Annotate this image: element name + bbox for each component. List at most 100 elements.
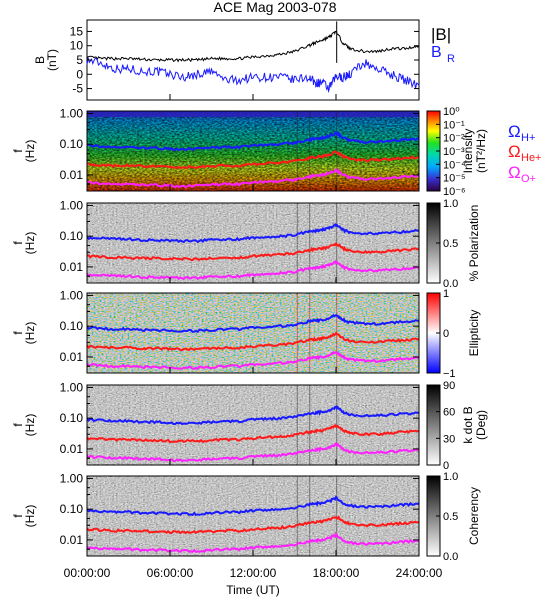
gyrofrequency-H-line — [87, 313, 419, 334]
y-tick-label: 0.01 — [60, 442, 84, 456]
gyrofrequency-O-line — [87, 350, 419, 370]
y-axis-label-line: (Hz) — [23, 322, 37, 345]
legend-omega-0: Ω — [508, 122, 521, 141]
y-tick-label: 1.00 — [60, 471, 84, 485]
gyrofrequency-He-line — [87, 423, 419, 444]
y-tick-label: 1.00 — [60, 288, 84, 302]
gyrofrequency-O-line — [87, 259, 419, 281]
y-tick-label: 1.00 — [60, 106, 84, 120]
x-tick-label: 00:00:00 — [64, 566, 111, 580]
y-axis-label-line: f — [11, 423, 25, 427]
series-bradial-line — [86, 57, 420, 94]
y-tick-label: 0.01 — [60, 533, 84, 547]
colorbar-tick-label: 0 — [443, 460, 449, 472]
y-axis-label: f(Hz) — [11, 140, 37, 163]
y-axis-label: f(Hz) — [11, 505, 37, 528]
spectrogram-image — [87, 293, 419, 373]
gyrofrequency-He-line — [87, 150, 419, 170]
colorbar-tick-label: 0.0 — [443, 551, 458, 563]
gyrofrequency-O-line — [87, 532, 419, 554]
colorbar-label: Ellipticity — [467, 310, 481, 357]
y-axis-label-line: f — [11, 149, 25, 153]
y-axis-label-line: f — [11, 514, 25, 518]
colorbar-tick-label: 10⁻⁵ — [443, 173, 466, 185]
y-axis-label: B(nT) — [33, 49, 59, 71]
colorbar-tick-label: 0 — [443, 328, 449, 340]
spectrogram-texture — [87, 203, 419, 283]
spectrogram-image — [87, 476, 419, 556]
colorbar-tick-label: 1.0 — [443, 471, 458, 483]
y-tick-label: 15 — [70, 24, 84, 38]
panel-spectrogram-3: 1.00 0.10 0.01 f(Hz) 1 0 −1 Ellipticity — [11, 288, 481, 380]
legend-omega-2: Ω — [508, 163, 521, 182]
spectrogram-texture — [87, 385, 419, 465]
y-tick-label: 0.01 — [60, 260, 84, 274]
panel-spectrogram-2: 1.00 0.10 0.01 f(Hz) 1.0 0.5 0.0 % Polarization — [11, 198, 481, 290]
legend-btotal: |B| — [431, 25, 451, 44]
colorbar-tick-label: 10⁻⁴ — [443, 159, 466, 171]
gyrofrequency-He-line — [87, 241, 419, 262]
spectrogram-band — [87, 111, 419, 117]
colorbar-tick-label: 60 — [443, 407, 455, 419]
spectrogram-texture — [87, 111, 419, 191]
colorbar-label-line: k dot B — [461, 406, 475, 443]
legend-bradial: B — [431, 44, 442, 61]
chart-title: ACE Mag 2003-078 — [214, 0, 337, 15]
y-tick-label: 0.10 — [60, 319, 84, 333]
plot-frame — [86, 19, 420, 101]
colorbar-tick-label: 0.0 — [443, 278, 458, 290]
gyrofrequency-He-line — [87, 515, 419, 535]
colorbar-tick-label: 10⁻³ — [443, 146, 465, 158]
x-tick-label: 24:00:00 — [396, 566, 443, 580]
y-axis-label-line: B — [33, 56, 47, 64]
colorbar-label-line: (Deg) — [474, 410, 488, 440]
y-axis-label: f(Hz) — [11, 232, 37, 255]
colorbar-tick-label: 1 — [443, 288, 449, 300]
x-tick-label: 06:00:00 — [147, 566, 194, 580]
y-axis-label-line: f — [11, 331, 25, 335]
gyrofrequency-O-line — [87, 442, 419, 463]
colorbar-tick-label: 10⁰ — [443, 106, 460, 118]
colorbar-tick-label: 10⁻¹ — [443, 119, 465, 131]
colorbar-tick-label: 0.5 — [443, 238, 458, 250]
gyrofrequency-H-line — [87, 130, 419, 152]
colorbar-tick-label: −1 — [443, 368, 456, 380]
gyrofrequency-H-line — [87, 222, 419, 244]
colorbar-label-line: (nT²/Hz) — [474, 129, 488, 173]
panel-spectrogram-4: 1.00 0.10 0.01 f(Hz) 90 60 30 0 k dot B(Deg) — [11, 380, 488, 472]
spectrogram-image — [87, 385, 419, 465]
colorbar — [426, 384, 441, 466]
y-axis-label-line: (Hz) — [23, 232, 37, 255]
colorbar-label-line: Coherency — [467, 487, 481, 545]
legend-omega-subscript: H+ — [521, 132, 535, 144]
colorbar-label: Coherency — [467, 487, 481, 545]
y-axis-label-line: (Hz) — [23, 414, 37, 437]
colorbar-tick-label: 0.5 — [443, 511, 458, 523]
gyrofrequency-H-line — [87, 405, 419, 426]
y-tick-label: 0 — [76, 67, 83, 81]
y-tick-label: 0.10 — [60, 411, 84, 425]
legend-omega-subscript: O+ — [521, 173, 536, 185]
spectrogram-image — [87, 111, 419, 191]
y-tick-label: -5 — [72, 82, 83, 96]
y-tick-label: 5 — [76, 53, 83, 67]
y-axis-label: f(Hz) — [11, 414, 37, 437]
x-tick-label: 18:00:00 — [313, 566, 360, 580]
gyrofrequency-H-line — [87, 495, 419, 517]
y-tick-label: 10 — [70, 39, 84, 53]
x-axis-label: Time (UT) — [226, 583, 280, 597]
y-axis-label-line: (Hz) — [23, 140, 37, 163]
colorbar-tick-label: 1.0 — [443, 198, 458, 210]
series-btotal-line — [86, 30, 420, 63]
colorbar-tick-label: 10⁻² — [443, 133, 465, 145]
panel-spectrogram-5: 1.00 0.10 0.01 f(Hz) 1.0 0.5 0.0 Coherency — [11, 471, 481, 563]
y-axis-label: f(Hz) — [11, 322, 37, 345]
y-axis-label-line: (nT) — [45, 49, 59, 71]
legend-bradial-subscript: R — [447, 53, 455, 65]
colorbar-label-line: Intensity — [461, 129, 475, 174]
colorbar-label-line: % Polarization — [467, 205, 481, 282]
colorbar-tick-label: 90 — [443, 380, 455, 392]
y-tick-label: 1.00 — [60, 198, 84, 212]
